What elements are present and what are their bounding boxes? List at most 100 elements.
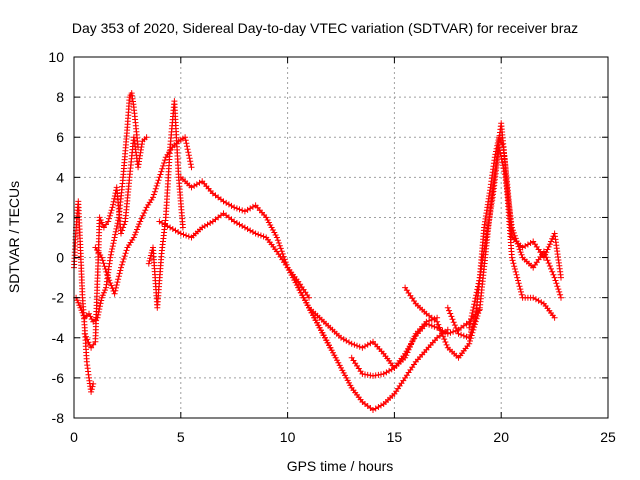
data-point [516, 246, 523, 253]
data-point [118, 230, 124, 237]
y-tick-label: -2 [52, 290, 65, 306]
data-point [108, 282, 115, 289]
data-point [156, 174, 163, 181]
data-point [296, 287, 303, 294]
data-point [277, 245, 284, 252]
data-point [257, 232, 264, 239]
data-point [123, 247, 130, 254]
data-point [511, 266, 518, 272]
data-point [514, 240, 521, 247]
data-point [516, 283, 523, 290]
data-point [315, 322, 322, 329]
data-point [475, 283, 481, 290]
data-point [553, 280, 560, 287]
data-point [510, 260, 517, 267]
data-point [466, 324, 473, 331]
data-point [90, 380, 97, 387]
data-point [450, 328, 457, 335]
data-point [81, 330, 88, 337]
data-point [467, 331, 474, 338]
data-point [188, 164, 195, 171]
y-tick-label: 2 [56, 209, 64, 225]
data-point [137, 218, 144, 225]
data-point [263, 214, 270, 221]
data-point [86, 310, 92, 317]
data-point [150, 194, 156, 201]
data-point [184, 146, 191, 153]
data-point [499, 159, 506, 166]
data-point [473, 289, 480, 296]
data-point [451, 322, 458, 329]
data-point [558, 294, 564, 301]
data-point [177, 230, 184, 237]
data-point [109, 246, 116, 252]
data-point [102, 266, 109, 272]
data-point [122, 250, 129, 257]
data-point [104, 271, 111, 278]
data-point [108, 207, 115, 214]
data-point [545, 243, 552, 250]
data-point [513, 238, 520, 245]
data-point [515, 280, 522, 287]
data-point [466, 340, 473, 347]
data-point [236, 206, 243, 213]
data-point [110, 198, 117, 205]
data-point [113, 282, 120, 288]
data-point [431, 323, 438, 330]
y-tick-label: 10 [48, 49, 64, 65]
data-point [555, 286, 562, 293]
data-point [467, 318, 474, 325]
data-point [115, 273, 122, 280]
data-point [85, 339, 92, 346]
data-point [354, 342, 360, 349]
data-point [455, 330, 462, 337]
data-point [145, 260, 152, 267]
x-tick-label: 5 [177, 429, 185, 445]
data-point [437, 327, 444, 334]
data-point [441, 336, 448, 343]
data-point [496, 147, 503, 154]
data-point [449, 316, 456, 323]
data-point [512, 268, 519, 275]
data-point [161, 160, 167, 166]
data-point [470, 320, 477, 327]
x-tick-label: 10 [280, 429, 296, 445]
y-tick-label: 8 [56, 89, 64, 105]
data-point [112, 228, 119, 235]
data-point [96, 303, 103, 310]
data-point [517, 249, 524, 256]
y-axis-label: SDTVAR / TECUs [6, 181, 22, 293]
data-point [101, 263, 108, 270]
data-point [476, 277, 483, 284]
y-tick-label: -8 [52, 410, 65, 426]
data-point [544, 246, 551, 253]
data-point [274, 237, 281, 244]
data-point [114, 279, 121, 286]
data-point [186, 155, 193, 162]
data-point [113, 284, 119, 291]
data-point [335, 359, 342, 366]
data-point [501, 171, 508, 178]
data-point [508, 254, 515, 261]
data-point [87, 313, 94, 320]
data-point [468, 326, 475, 333]
data-point [548, 238, 554, 245]
data-point [466, 334, 473, 341]
data-point [139, 212, 146, 219]
data-point [98, 254, 105, 261]
data-point [548, 265, 554, 272]
data-point [436, 324, 443, 331]
data-point [147, 255, 154, 262]
data-point [134, 226, 140, 233]
data-point [546, 241, 553, 248]
data-point [518, 291, 525, 298]
data-point [97, 300, 104, 307]
data-point [512, 235, 519, 242]
data-point [142, 207, 149, 214]
data-point [544, 257, 551, 264]
axis-ticks: 0 5 10 15 20 25 -8 -6 -4 -2 0 2 4 6 8 10 [48, 49, 616, 445]
data-point [158, 168, 165, 175]
data-point [494, 140, 501, 146]
data-point [182, 137, 189, 144]
